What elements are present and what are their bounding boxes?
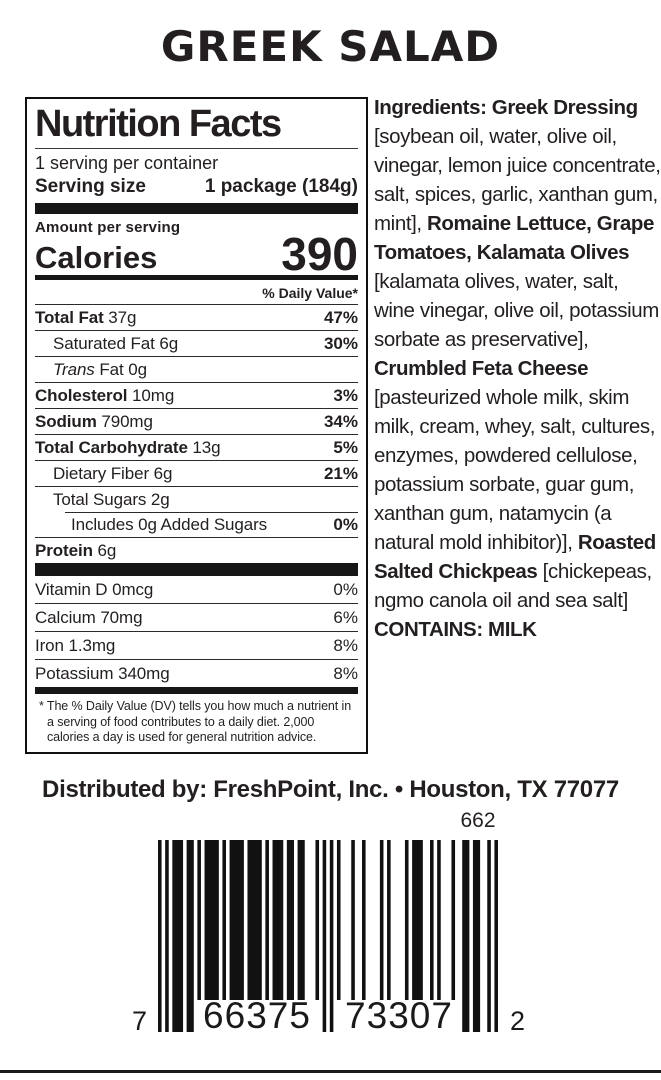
thick-divider	[35, 202, 358, 214]
barcode-digit-left: 7	[132, 1006, 149, 1036]
product-title: GREEK SALAD	[160, 22, 501, 71]
nutrient-label: Vitamin D 0mcg	[35, 580, 154, 600]
calories-value: 390	[281, 227, 358, 280]
daily-value-percent: 0%	[333, 515, 358, 535]
servings-per-container: 1 serving per container	[35, 152, 219, 173]
nutrient-label: Sodium 790mg	[35, 412, 153, 432]
nutrient-label: Iron 1.3mg	[35, 636, 116, 656]
barcode-top-number: 662	[460, 809, 496, 832]
amount-per-serving-label: Amount per serving	[35, 218, 181, 236]
vitamin-row: Potassium 340mg 8%	[35, 659, 358, 687]
vitamin-row: Iron 1.3mg 8%	[35, 631, 358, 659]
daily-value-percent: 3%	[333, 386, 358, 406]
contains-statement: CONTAINS: MILK	[374, 618, 537, 641]
barcode-digit-group1: 66375	[203, 995, 311, 1036]
nutrient-label: Total Fat 37g	[35, 308, 137, 328]
daily-value-percent: 47%	[323, 308, 358, 328]
ingredient-sublist: [soybean oil, water, olive oil, vinegar,…	[374, 125, 661, 235]
calories-label: Calories	[35, 239, 158, 275]
daily-value-percent: 0%	[333, 580, 358, 600]
nutrient-label: Total Carbohydrate 13g	[35, 438, 221, 458]
daily-value-percent: 8%	[333, 636, 358, 656]
daily-value-percent: 21%	[323, 464, 358, 484]
nutrient-row: Protein 6g	[35, 537, 358, 563]
thick-divider	[35, 687, 358, 695]
thick-divider	[35, 563, 358, 577]
nutrient-label: Calcium 70mg	[35, 608, 143, 628]
nutrient-label: Saturated Fat 6g	[53, 334, 179, 354]
daily-value-percent: 6%	[333, 608, 358, 628]
barcode-bars	[158, 840, 498, 1032]
nutrient-row: Dietary Fiber 6g 21%	[35, 460, 358, 486]
ingredient-name: Roasted Salted Chickpeas	[374, 531, 656, 583]
nutrient-label: Cholesterol 10mg	[35, 386, 175, 406]
nutrient-label: Trans Fat 0g	[53, 360, 147, 380]
calories-row: Calories 390	[35, 227, 358, 280]
daily-value-percent: 5%	[333, 438, 358, 458]
daily-value-footnote: * The % Daily Value (DV) tells you how m…	[35, 694, 358, 746]
nutrient-row: Sodium 790mg 34%	[35, 408, 358, 434]
ingredients-text: Ingredients: Greek Dressing [soybean oil…	[374, 93, 661, 615]
nutrient-label: Protein 6g	[35, 541, 117, 561]
daily-value-percent: 34%	[323, 412, 358, 432]
nutrition-facts-panel: Nutrition Facts 1 serving per container …	[25, 97, 368, 754]
daily-value-percent: 8%	[333, 664, 358, 684]
ingredient-name: Ingredients: Greek Dressing	[374, 96, 638, 119]
daily-value-percent: 30%	[323, 334, 358, 354]
nutrient-row: Total Fat 37g 47%	[35, 304, 358, 330]
nutrient-row: Total Carbohydrate 13g 5%	[35, 434, 358, 460]
footnote-text: The % Daily Value (DV) tells you how muc…	[46, 699, 352, 745]
nutrient-rows: Total Fat 37g 47% Saturated Fat 6g 30% Trans…	[35, 304, 358, 563]
bottom-edge-line	[0, 1070, 661, 1073]
nutrient-label: Potassium 340mg	[35, 664, 170, 684]
footnote-asterisk: *	[39, 699, 44, 714]
daily-value-header: % Daily Value*	[262, 285, 358, 302]
nutrition-facts-heading: Nutrition Facts	[35, 103, 358, 149]
barcode-digit-right: 2	[509, 1006, 526, 1036]
ingredient-sublist: [kalamata olives, water, salt, wine vine…	[374, 270, 659, 351]
nutrient-row: Saturated Fat 6g 30%	[35, 330, 358, 356]
nutrient-row: Total Sugars 2g	[35, 486, 358, 512]
ingredients-section: Ingredients: Greek Dressing [soybean oil…	[374, 93, 661, 644]
serving-size-label: Serving size	[35, 175, 146, 197]
serving-size-value: 1 package (184g)	[204, 175, 358, 197]
medium-divider	[35, 275, 358, 281]
upc-barcode: 7 66375 73307 2	[132, 840, 525, 1040]
vitamin-rows: Vitamin D 0mcg 0% Calcium 70mg 6% Iron 1.3mg…	[35, 576, 358, 687]
ingredient-sublist: [pasteurized whole milk, skim milk, crea…	[374, 386, 656, 554]
nutrient-row: Cholesterol 10mg 3%	[35, 382, 358, 408]
nutrient-label: Dietary Fiber 6g	[53, 464, 173, 484]
nutrient-row: Includes 0g Added Sugars 0%	[35, 512, 358, 537]
distributed-by-line: Distributed by: FreshPoint, Inc. • Houst…	[42, 776, 619, 803]
vitamin-row: Vitamin D 0mcg 0%	[35, 576, 358, 603]
nutrient-row: Trans Fat 0g	[35, 356, 358, 382]
nutrient-label: Includes 0g Added Sugars	[71, 515, 268, 535]
nutrient-label: Total Sugars 2g	[53, 490, 170, 510]
vitamin-row: Calcium 70mg 6%	[35, 603, 358, 631]
barcode-digit-group2: 73307	[345, 995, 453, 1036]
serving-size-row: Serving size 1 package (184g)	[35, 175, 358, 203]
ingredient-sublist: [chickepeas, ngmo canola oil and sea sal…	[374, 560, 652, 612]
ingredient-name: Crumbled Feta Cheese	[374, 357, 589, 380]
ingredient-name: Romaine Lettuce, Grape Tomatoes, Kalamat…	[374, 212, 655, 264]
